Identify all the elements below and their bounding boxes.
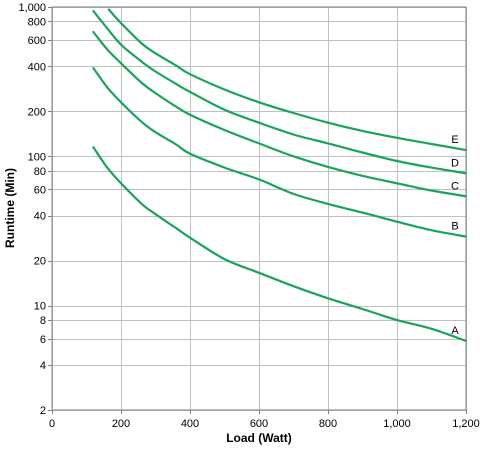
series-label-b: B [451,221,458,233]
y-tick-label: 6 [40,334,46,346]
y-tick-label: 4 [40,360,46,372]
y-axis-title: Runtime (Min) [3,168,17,248]
y-tick-label: 400 [28,61,46,73]
series-line-c [92,30,468,198]
y-axis-ticks: 2 4 6 8 10 20 40 60 80 100 200 400 600 800 1,000 [18,2,52,417]
y-tick-label: 600 [28,35,46,47]
x-tick-label: 400 [181,418,199,430]
series-label-c: C [451,180,459,192]
series-label-e: E [451,134,458,146]
y-tick-label: 800 [28,16,46,28]
y-tick-label: 20 [34,256,46,268]
y-tick-label: 80 [34,166,46,178]
series-line-d [92,9,468,175]
y-tick-label: 40 [34,211,46,223]
x-tick-label: 1,000 [383,418,411,430]
series-line-a [92,146,468,343]
series-labels: A B CDE [451,134,459,337]
x-tick-label: 200 [112,418,130,430]
x-tick-label: 0 [49,418,55,430]
x-tick-label: 800 [319,418,337,430]
y-tick-label: 100 [28,151,46,163]
y-tick-label: 1,000 [18,2,46,14]
y-tick-label: 10 [34,301,46,313]
y-tick-label: 8 [40,315,46,327]
series-line-b [92,67,468,238]
series-line-e [107,8,468,152]
x-tick-label: 600 [250,418,268,430]
y-tick-label: 60 [34,184,46,196]
y-tick-label: 2 [40,405,46,417]
x-axis-ticks: 0 200 400 600 800 1,000 1,200 [49,410,480,430]
x-tick-label: 1,200 [452,418,480,430]
x-axis-title: Load (Watt) [226,431,292,445]
series-label-d: D [451,157,459,169]
series-lines [92,8,468,343]
y-tick-label: 200 [28,106,46,118]
series-label-a: A [451,325,459,337]
